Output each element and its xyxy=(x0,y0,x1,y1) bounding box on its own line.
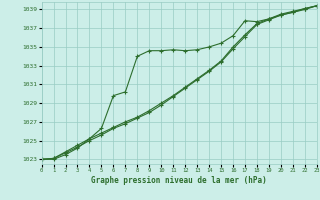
X-axis label: Graphe pression niveau de la mer (hPa): Graphe pression niveau de la mer (hPa) xyxy=(91,176,267,185)
